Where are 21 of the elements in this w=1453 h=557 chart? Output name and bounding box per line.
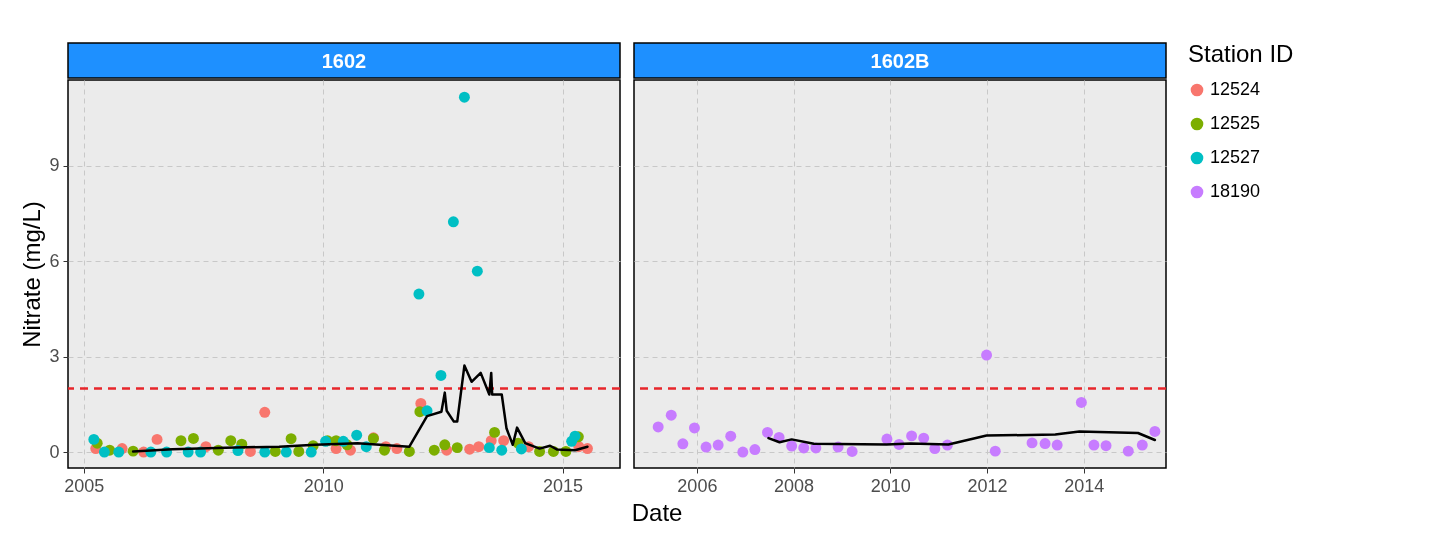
legend-label: 12524: [1210, 79, 1261, 99]
x-axis-title: Date: [631, 498, 683, 526]
y-tick-label: 0: [49, 441, 60, 462]
x-tick-label: 2005: [64, 475, 105, 496]
x-tick-label: 2006: [677, 475, 718, 496]
legend-label: 12525: [1210, 113, 1261, 133]
y-axis-title: Nitrate (mg/L): [18, 201, 46, 348]
x-tick-label: 2012: [967, 475, 1008, 496]
x-tick-label: 2015: [543, 475, 584, 496]
chart-title: 1602: [321, 49, 367, 72]
x-tick-label: 2008: [774, 475, 815, 496]
y-tick-label: 6: [49, 250, 60, 271]
legend-title: Station ID: [1188, 40, 1294, 67]
x-tick-label: 2010: [870, 475, 911, 496]
legend-label: 18190: [1210, 181, 1261, 201]
x-tick-label: 2010: [303, 475, 344, 496]
y-tick-label: 9: [49, 155, 60, 176]
x-tick-label: 2014: [1064, 475, 1105, 496]
y-tick-label: 3: [49, 346, 60, 367]
chart-title: 1602B: [870, 49, 930, 72]
legend-label: 12527: [1210, 147, 1261, 167]
